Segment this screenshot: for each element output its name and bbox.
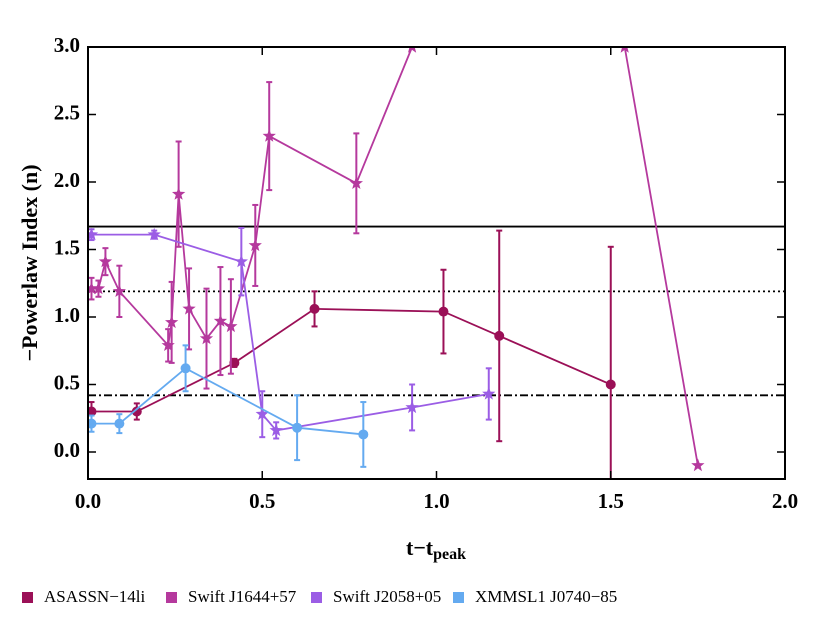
point — [91, 281, 106, 295]
point — [213, 314, 228, 327]
point — [438, 306, 449, 317]
point — [494, 330, 505, 341]
point — [262, 129, 276, 142]
legend-swatch — [453, 592, 464, 603]
point — [255, 407, 269, 420]
point — [182, 301, 196, 315]
point — [88, 406, 97, 417]
y-tick-label: 2.0 — [54, 168, 80, 192]
y-axis-label: −Powerlaw Index (n) — [17, 164, 42, 361]
y-tick-label: 0.5 — [54, 370, 80, 394]
point — [172, 187, 186, 200]
y-tick-label: 1.5 — [54, 235, 80, 259]
y-tick-label: 1.0 — [54, 303, 80, 327]
legend-swatch — [311, 592, 322, 603]
point — [349, 176, 363, 189]
legend-label: XMMSL1 J0740−85 — [475, 587, 617, 606]
point — [180, 363, 191, 374]
point — [147, 227, 161, 241]
point — [248, 238, 262, 252]
point — [165, 315, 179, 329]
series-line — [91, 367, 364, 436]
point — [405, 400, 419, 414]
y-tick-label: 0.0 — [54, 438, 80, 462]
point — [408, 47, 417, 53]
series-line — [91, 233, 489, 432]
x-label-sub: peak — [433, 546, 466, 563]
point — [88, 418, 97, 429]
x-tick-label: 1.5 — [598, 489, 624, 513]
point — [309, 303, 320, 314]
point — [292, 422, 303, 433]
point — [98, 254, 113, 268]
x-tick-label: 1.0 — [423, 489, 449, 513]
point — [199, 331, 214, 345]
legend-swatch — [22, 592, 33, 603]
x-tick-label: 0.0 — [75, 489, 101, 513]
y-tick-label: 3.0 — [54, 33, 80, 57]
legend-label: Swift J1644+57 — [188, 587, 297, 606]
point — [224, 319, 238, 333]
point — [112, 284, 126, 297]
frame — [87, 46, 786, 480]
y-tick-label: 2.5 — [54, 100, 80, 124]
point — [691, 458, 705, 472]
point — [482, 386, 496, 400]
x-label-main: t−t — [406, 535, 434, 560]
point — [88, 227, 99, 241]
point — [234, 254, 248, 268]
point — [114, 418, 125, 429]
point — [358, 429, 369, 440]
x-tick-label: 2.0 — [772, 489, 798, 513]
point — [161, 338, 175, 351]
x-tick-label: 0.5 — [249, 489, 275, 513]
point — [131, 406, 142, 417]
x-axis-label: t−tpeak — [406, 535, 466, 563]
series-line — [91, 47, 699, 466]
legend-label: Swift J2058+05 — [333, 587, 441, 606]
point — [605, 379, 616, 390]
legend-swatch — [166, 592, 177, 603]
point — [269, 423, 283, 437]
point — [88, 281, 99, 295]
legend-label: ASASSN−14li — [44, 587, 146, 606]
plot-area — [88, 47, 785, 479]
point — [620, 47, 629, 53]
